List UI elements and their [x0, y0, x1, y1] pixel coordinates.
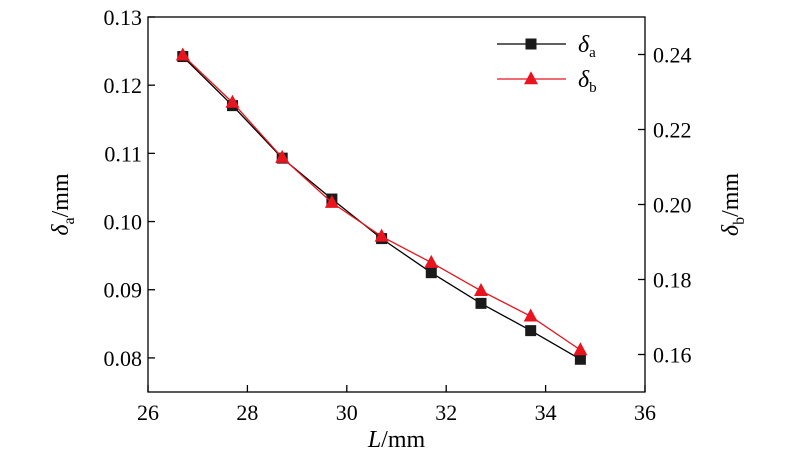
y-left-axis-label: δa/mm [48, 173, 78, 236]
x-axis-label-symbol: L [367, 427, 381, 453]
y-right-axis-label: δb/mm [718, 173, 748, 236]
legend-a-label-symbol: δ [578, 32, 590, 58]
legend-a-marker [525, 38, 537, 50]
y-left-tick-label: 0.10 [104, 210, 143, 235]
y-axis-left: 0.08 0.09 0.10 0.11 0.12 0.13 [104, 5, 155, 371]
plot-frame [147, 16, 646, 393]
series-b-point [175, 47, 190, 61]
series-b-point [424, 254, 439, 268]
legend-b-label-symbol: δ [578, 67, 590, 93]
x-tick-label: 34 [535, 400, 557, 425]
y-left-axis-label-symbol: δ [48, 224, 74, 236]
series-b-point [225, 94, 240, 108]
y-left-axis-label-unit: /mm [48, 173, 74, 217]
y-right-axis-label-subscript: b [731, 217, 748, 225]
y-right-tick-label: 0.16 [653, 343, 692, 368]
plot-border [147, 16, 646, 393]
y-axis-right: 0.16 0.18 0.20 0.22 0.24 [638, 43, 692, 368]
y-right-axis-label-symbol: δ [718, 224, 744, 236]
y-right-tick-label: 0.24 [653, 43, 692, 68]
series-a-point [475, 297, 487, 309]
x-tick-label: 28 [236, 400, 258, 425]
series-b-point [573, 342, 588, 356]
series-b-point [374, 228, 389, 242]
series-a-point [525, 325, 537, 337]
series-b-point [324, 194, 339, 208]
legend-b-label: δb [578, 67, 597, 96]
x-axis-label: L/mm [367, 427, 426, 453]
x-tick-label: 36 [634, 400, 656, 425]
y-left-axis-label-subscript: a [61, 217, 78, 224]
y-left-tick-label: 0.08 [104, 346, 143, 371]
y-right-tick-label: 0.22 [653, 118, 692, 143]
y-right-axis-label-unit: /mm [718, 173, 744, 217]
series-b-point [275, 149, 290, 163]
y-right-tick-label: 0.18 [653, 268, 692, 293]
series-group [175, 47, 588, 365]
legend-a-label-subscript: a [589, 45, 596, 61]
x-tick-label: 30 [336, 400, 358, 425]
x-tick-label: 26 [137, 400, 159, 425]
y-right-tick-label: 0.20 [653, 193, 692, 218]
series-b-line [182, 54, 581, 351]
legend-a-label: δa [578, 32, 596, 61]
series-b-point [473, 282, 488, 296]
y-left-tick-label: 0.13 [104, 5, 143, 30]
legend-b-marker [524, 71, 538, 85]
y-left-tick-label: 0.09 [104, 278, 143, 303]
y-left-tick-label: 0.12 [104, 73, 143, 98]
series-a-point [574, 353, 586, 365]
series-a-point [425, 267, 437, 279]
x-axis: 26 28 30 32 34 36 [137, 385, 656, 425]
x-tick-label: 32 [435, 400, 457, 425]
legend-b-label-subscript: b [589, 80, 597, 96]
x-axis-label-unit: /mm [381, 427, 425, 453]
series-a-line [182, 56, 581, 360]
y-left-tick-label: 0.11 [104, 141, 142, 166]
series-b-point [523, 308, 538, 322]
